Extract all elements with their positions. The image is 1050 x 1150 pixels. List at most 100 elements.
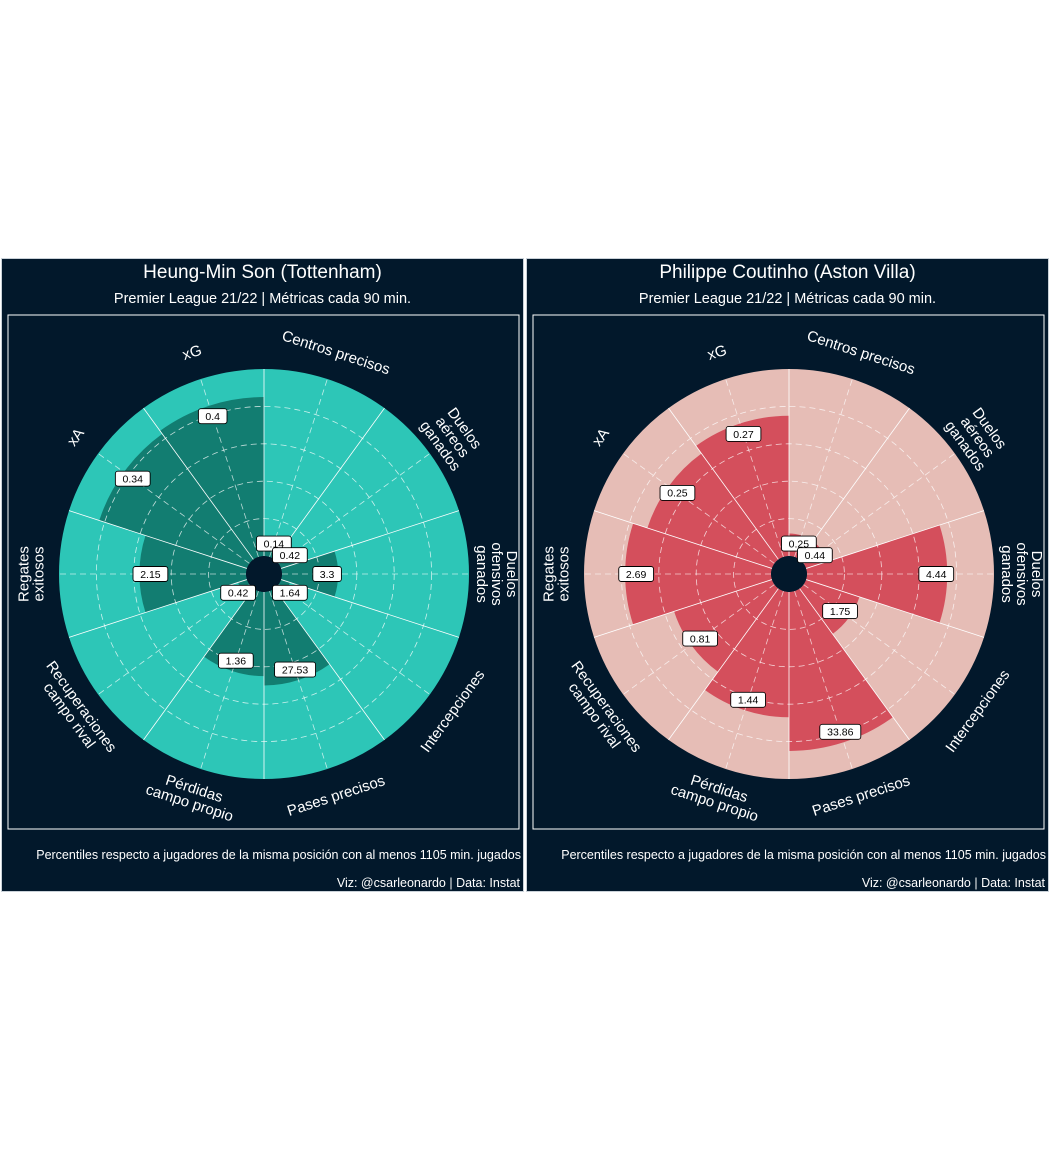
value-bar-pases-precisos: [264, 588, 330, 686]
value-bar-xg: [695, 415, 789, 560]
sector-separator: [668, 588, 779, 741]
radar-chart-coutinho: 0.250.444.441.7533.861.440.812.690.250.2…: [532, 314, 1045, 830]
svg-text:1.75: 1.75: [830, 606, 851, 618]
grid-spoke: [200, 590, 259, 770]
background-bar: [69, 579, 254, 740]
svg-text:ganados: ganados: [473, 545, 490, 603]
axis-label-xg: xG: [180, 342, 203, 364]
grid-spoke: [278, 584, 431, 695]
value-label-xa: 0.25: [659, 484, 696, 501]
grid-spoke: [794, 378, 853, 558]
sector-separator: [593, 579, 773, 638]
chart-title: Heung-Min Son (Tottenham): [143, 262, 382, 283]
value-label-duelos-aereos-ganados: 0.42: [272, 547, 308, 564]
svg-text:27.53: 27.53: [282, 664, 308, 676]
svg-text:33.86: 33.86: [827, 727, 853, 739]
grid-spoke: [803, 584, 956, 695]
value-label-regates-exitosos: 2.69: [618, 566, 654, 582]
svg-text:Centros precisos: Centros precisos: [280, 327, 392, 378]
svg-text:0.4: 0.4: [205, 411, 220, 423]
sector-separator: [143, 588, 254, 741]
grid-spoke: [622, 453, 775, 564]
sector-separator: [280, 579, 460, 638]
chart-caption: Percentiles respecto a jugadores de la m…: [561, 848, 1046, 862]
axis-label-xa: xA: [589, 425, 613, 449]
axis-label-pases-precisos: Pases precisos: [810, 772, 912, 820]
svg-text:0.44: 0.44: [805, 550, 826, 562]
svg-text:1.36: 1.36: [226, 655, 247, 667]
grid-spoke: [725, 590, 784, 770]
background-bar: [274, 408, 459, 569]
sector-separator: [799, 407, 910, 560]
chart-title: Philippe Coutinho (Aston Villa): [659, 262, 916, 283]
sector-separator: [668, 407, 779, 560]
sector-separator: [274, 407, 385, 560]
sector-separator: [143, 407, 254, 560]
svg-text:Centros precisos: Centros precisos: [805, 327, 917, 378]
svg-text:xA: xA: [589, 425, 613, 449]
svg-text:Regates: Regates: [16, 546, 33, 602]
svg-text:Regates: Regates: [541, 546, 558, 602]
svg-text:2.69: 2.69: [626, 569, 647, 581]
value-bar-xg: [159, 397, 264, 560]
value-bar-perdidas-campo-propio: [704, 588, 789, 718]
background-bar: [264, 369, 385, 560]
chart-subtitle: Premier League 21/22 | Métricas cada 90 …: [113, 291, 412, 307]
svg-text:ofensivos: ofensivos: [1013, 542, 1030, 605]
sector-separator: [799, 588, 910, 741]
svg-text:xG: xG: [705, 342, 728, 364]
svg-text:2.15: 2.15: [140, 569, 161, 581]
plot-border: [532, 314, 1045, 830]
sector-separator: [805, 579, 985, 638]
panel-coutinho: 0.25 0.44 4.44 1.75 33.86 1.44 0.81 2.69 0.25 0.2…: [526, 258, 1049, 892]
svg-text:ganados: ganados: [998, 545, 1015, 603]
svg-text:0.25: 0.25: [667, 488, 688, 500]
value-label-xa: 0.34: [114, 470, 151, 487]
sector-separator: [274, 588, 385, 741]
sector-separator: [280, 510, 460, 569]
value-bar-pases-precisos: [789, 588, 894, 751]
background-bar: [274, 579, 459, 740]
svg-text:Duelos: Duelos: [503, 551, 520, 598]
grid-spoke: [725, 378, 784, 558]
value-label-xg: 0.27: [725, 426, 762, 442]
center-hole: [771, 556, 807, 592]
value-bar-duelos-ofensivos-ganados: [281, 551, 339, 597]
grid-spoke: [269, 590, 328, 770]
axis-label-centros-precisos: Centros precisos: [805, 327, 917, 378]
value-label-perdidas-campo-propio: 1.36: [217, 652, 254, 669]
value-label-regates-exitosos: 2.15: [132, 566, 169, 582]
svg-text:Pases precisos: Pases precisos: [285, 772, 387, 820]
background-bar: [789, 369, 910, 560]
value-label-pases-precisos: 33.86: [819, 723, 862, 740]
axis-label-centros-precisos: Centros precisos: [280, 327, 392, 378]
value-bar-recuperaciones-campo-rival: [674, 579, 779, 672]
svg-text:1.64: 1.64: [280, 588, 301, 600]
sector-separator: [593, 510, 773, 569]
svg-text:3.3: 3.3: [320, 569, 335, 581]
svg-text:0.27: 0.27: [733, 429, 754, 441]
value-label-intercepciones: 1.64: [272, 584, 308, 601]
axis-label-xg: xG: [705, 342, 728, 364]
value-label-duelos-aereos-ganados: 0.44: [797, 547, 833, 564]
value-label-duelos-ofensivos-ganados: 4.44: [918, 566, 955, 582]
grid-spoke: [269, 378, 328, 558]
panel-son: 0.14 0.42 3.3 1.64 27.53 1.36 0.42 2.15 0.34 0.4 C…: [1, 258, 524, 892]
value-label-intercepciones: 1.75: [822, 603, 858, 620]
svg-text:exitosos: exitosos: [556, 546, 573, 601]
svg-text:4.44: 4.44: [926, 569, 947, 581]
chart-credit: Viz: @csarleonardo | Data: Instat: [336, 876, 520, 890]
axis-label-xa: xA: [64, 425, 88, 449]
plot-border: [7, 314, 520, 830]
svg-text:0.34: 0.34: [123, 473, 144, 485]
svg-text:Duelos: Duelos: [1028, 551, 1045, 598]
axis-label-pases-precisos: Pases precisos: [285, 772, 387, 820]
grid-spoke: [803, 453, 956, 564]
chart-credit: Viz: @csarleonardo | Data: Instat: [861, 876, 1045, 890]
value-bar-duelos-ofensivos-ganados: [806, 525, 948, 623]
chart-caption: Percentiles respecto a jugadores de la m…: [36, 848, 521, 862]
svg-text:0.81: 0.81: [690, 633, 711, 645]
